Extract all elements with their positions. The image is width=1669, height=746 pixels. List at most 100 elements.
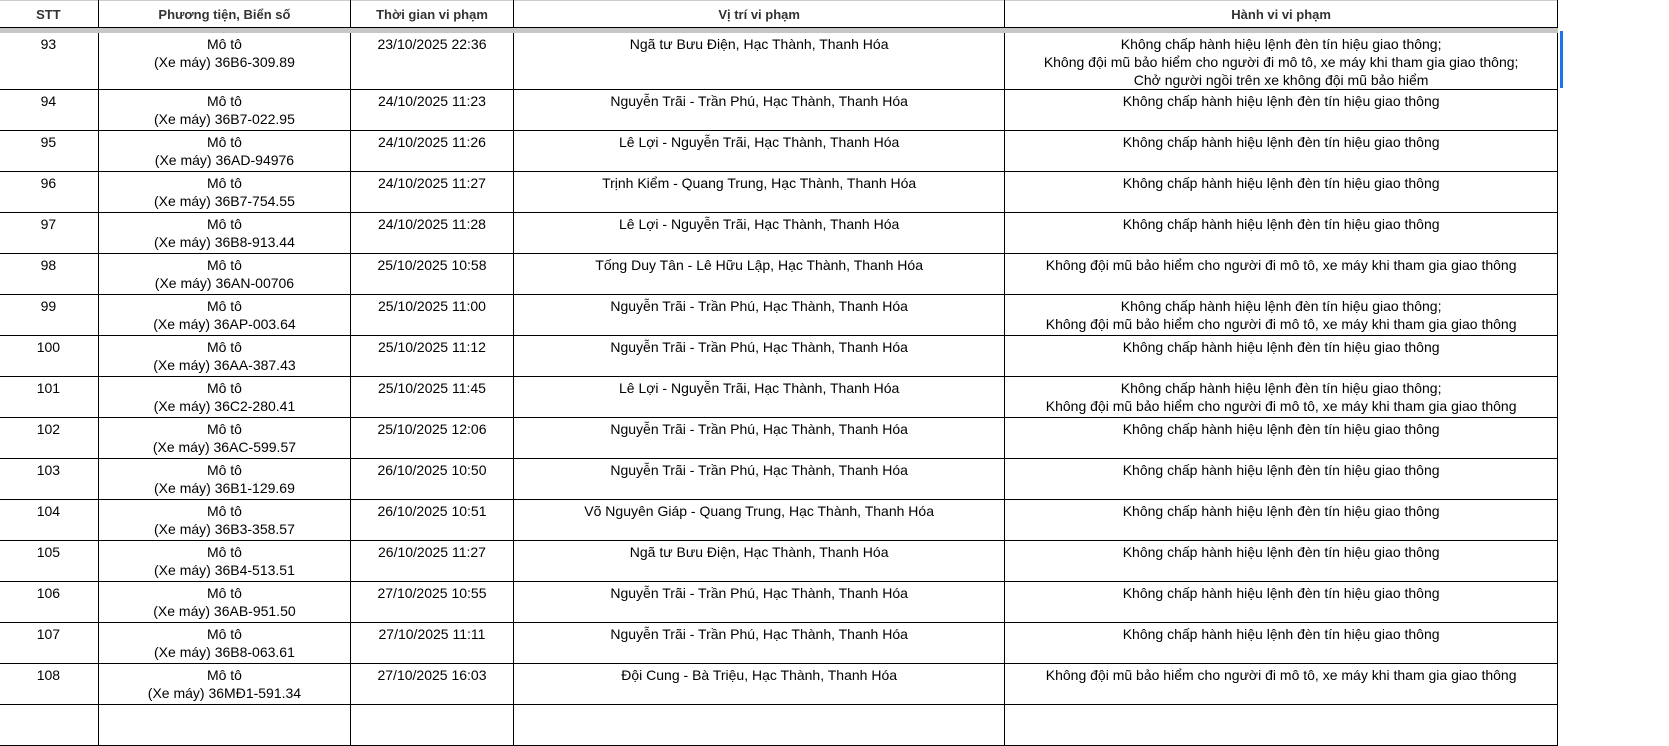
cell-violation[interactable]: Không chấp hành hiệu lệnh đèn tín hiệu g… [1004,622,1558,664]
cell-vehicle[interactable]: Mô tô (Xe máy) 36AN-00706 [97,253,352,295]
cell-time[interactable]: 26/10/2025 11:27 [350,540,514,582]
empty-cell[interactable] [1556,622,1667,664]
empty-cell[interactable] [1556,458,1667,500]
cell-time[interactable]: 25/10/2025 10:58 [350,253,514,295]
cell-stt[interactable]: 106 [0,581,99,623]
cell-violation[interactable]: Không chấp hành hiệu lệnh đèn tín hiệu g… [1004,130,1558,172]
empty-cell[interactable] [1556,130,1667,172]
cell-vehicle[interactable]: Mô tô (Xe máy) 36B1-129.69 [97,458,352,500]
empty-cell[interactable] [0,704,99,746]
cell-location[interactable]: Nguyễn Trãi - Trần Phú, Hạc Thành, Thanh… [512,622,1006,664]
empty-cell[interactable] [1556,171,1667,213]
cell-vehicle[interactable]: Mô tô (Xe máy) 36B7-754.55 [97,171,352,213]
cell-time[interactable]: 23/10/2025 22:36 [350,30,514,90]
empty-cell[interactable] [1556,704,1667,746]
empty-cell[interactable] [1556,335,1667,377]
empty-header[interactable] [1556,0,1667,31]
cell-stt[interactable]: 98 [0,253,99,295]
cell-location[interactable]: Nguyễn Trãi - Trần Phú, Hạc Thành, Thanh… [512,458,1006,500]
cell-location[interactable]: Nguyễn Trãi - Trần Phú, Hạc Thành, Thanh… [512,417,1006,459]
cell-time[interactable]: 27/10/2025 16:03 [350,663,514,705]
cell-vehicle[interactable]: Mô tô (Xe máy) 36AP-003.64 [97,294,352,336]
cell-violation[interactable]: Không chấp hành hiệu lệnh đèn tín hiệu g… [1004,30,1558,90]
empty-cell[interactable] [1556,294,1667,336]
cell-location[interactable]: Lê Lợi - Nguyễn Trãi, Hạc Thành, Thanh H… [512,212,1006,254]
empty-cell[interactable] [1556,540,1667,582]
cell-violation[interactable]: Không chấp hành hiệu lệnh đèn tín hiệu g… [1004,540,1558,582]
cell-violation[interactable]: Không chấp hành hiệu lệnh đèn tín hiệu g… [1004,458,1558,500]
cell-location[interactable]: Nguyễn Trãi - Trần Phú, Hạc Thành, Thanh… [512,581,1006,623]
cell-time[interactable]: 25/10/2025 11:00 [350,294,514,336]
cell-location[interactable]: Ngã tư Bưu Điện, Hạc Thành, Thanh Hóa [512,30,1006,90]
cell-violation[interactable]: Không chấp hành hiệu lệnh đèn tín hiệu g… [1004,335,1558,377]
cell-stt[interactable]: 105 [0,540,99,582]
cell-vehicle[interactable]: Mô tô (Xe máy) 36B6-309.89 [97,30,352,90]
cell-vehicle[interactable]: Mô tô (Xe máy) 36C2-280.41 [97,376,352,418]
cell-stt[interactable]: 94 [0,89,99,131]
cell-time[interactable]: 24/10/2025 11:26 [350,130,514,172]
header-stt[interactable]: STT [0,0,99,33]
empty-cell[interactable] [350,704,514,746]
cell-violation[interactable]: Không chấp hành hiệu lệnh đèn tín hiệu g… [1004,376,1558,418]
cell-violation[interactable]: Không chấp hành hiệu lệnh đèn tín hiệu g… [1004,417,1558,459]
cell-time[interactable]: 27/10/2025 10:55 [350,581,514,623]
cell-location[interactable]: Nguyễn Trãi - Trần Phú, Hạc Thành, Thanh… [512,335,1006,377]
empty-cell[interactable] [1556,30,1667,90]
empty-cell[interactable] [1556,376,1667,418]
cell-time[interactable]: 24/10/2025 11:23 [350,89,514,131]
cell-location[interactable]: Nguyễn Trãi - Trần Phú, Hạc Thành, Thanh… [512,89,1006,131]
cell-time[interactable]: 26/10/2025 10:51 [350,499,514,541]
empty-cell[interactable] [1556,212,1667,254]
cell-time[interactable]: 25/10/2025 11:45 [350,376,514,418]
empty-cell[interactable] [1004,704,1558,746]
cell-stt[interactable]: 96 [0,171,99,213]
cell-violation[interactable]: Không chấp hành hiệu lệnh đèn tín hiệu g… [1004,212,1558,254]
cell-vehicle[interactable]: Mô tô (Xe máy) 36B8-063.61 [97,622,352,664]
cell-vehicle[interactable]: Mô tô (Xe máy) 36AC-599.57 [97,417,352,459]
cell-time[interactable]: 24/10/2025 11:27 [350,171,514,213]
cell-location[interactable]: Trịnh Kiểm - Quang Trung, Hạc Thành, Tha… [512,171,1006,213]
empty-cell[interactable] [1556,253,1667,295]
cell-stt[interactable]: 93 [0,30,99,90]
cell-vehicle[interactable]: Mô tô (Xe máy) 36AB-951.50 [97,581,352,623]
cell-stt[interactable]: 107 [0,622,99,664]
empty-cell[interactable] [512,704,1006,746]
cell-violation[interactable]: Không đội mũ bảo hiểm cho người đi mô tô… [1004,253,1558,295]
cell-location[interactable]: Đội Cung - Bà Triệu, Hạc Thành, Thanh Hó… [512,663,1006,705]
cell-time[interactable]: 26/10/2025 10:50 [350,458,514,500]
cell-stt[interactable]: 99 [0,294,99,336]
cell-stt[interactable]: 97 [0,212,99,254]
empty-cell[interactable] [1556,581,1667,623]
empty-cell[interactable] [1556,417,1667,459]
cell-location[interactable]: Ngã tư Bưu Điện, Hạc Thành, Thanh Hóa [512,540,1006,582]
cell-violation[interactable]: Không chấp hành hiệu lệnh đèn tín hiệu g… [1004,89,1558,131]
cell-vehicle[interactable]: Mô tô (Xe máy) 36B8-913.44 [97,212,352,254]
empty-cell[interactable] [1556,499,1667,541]
cell-location[interactable]: Lê Lợi - Nguyễn Trãi, Hạc Thành, Thanh H… [512,130,1006,172]
cell-location[interactable]: Tống Duy Tân - Lê Hữu Lập, Hạc Thành, Th… [512,253,1006,295]
cell-location[interactable]: Lê Lợi - Nguyễn Trãi, Hạc Thành, Thanh H… [512,376,1006,418]
cell-violation[interactable]: Không đội mũ bảo hiểm cho người đi mô tô… [1004,663,1558,705]
cell-time[interactable]: 25/10/2025 12:06 [350,417,514,459]
cell-location[interactable]: Nguyễn Trãi - Trần Phú, Hạc Thành, Thanh… [512,294,1006,336]
cell-time[interactable]: 25/10/2025 11:12 [350,335,514,377]
cell-stt[interactable]: 102 [0,417,99,459]
cell-vehicle[interactable]: Mô tô (Xe máy) 36AA-387.43 [97,335,352,377]
cell-time[interactable]: 27/10/2025 11:11 [350,622,514,664]
cell-stt[interactable]: 95 [0,130,99,172]
cell-vehicle[interactable]: Mô tô (Xe máy) 36B7-022.95 [97,89,352,131]
cell-violation[interactable]: Không chấp hành hiệu lệnh đèn tín hiệu g… [1004,581,1558,623]
cell-vehicle[interactable]: Mô tô (Xe máy) 36B3-358.57 [97,499,352,541]
header-time[interactable]: Thời gian vi phạm [350,0,514,33]
header-violation[interactable]: Hành vi vi phạm [1004,0,1558,33]
cell-stt[interactable]: 103 [0,458,99,500]
empty-cell[interactable] [1556,89,1667,131]
cell-violation[interactable]: Không chấp hành hiệu lệnh đèn tín hiệu g… [1004,171,1558,213]
empty-cell[interactable] [97,704,352,746]
cell-time[interactable]: 24/10/2025 11:28 [350,212,514,254]
empty-cell[interactable] [1556,663,1667,705]
cell-violation[interactable]: Không chấp hành hiệu lệnh đèn tín hiệu g… [1004,499,1558,541]
cell-stt[interactable]: 108 [0,663,99,705]
cell-stt[interactable]: 100 [0,335,99,377]
header-vehicle[interactable]: Phương tiện, Biển số [97,0,352,33]
